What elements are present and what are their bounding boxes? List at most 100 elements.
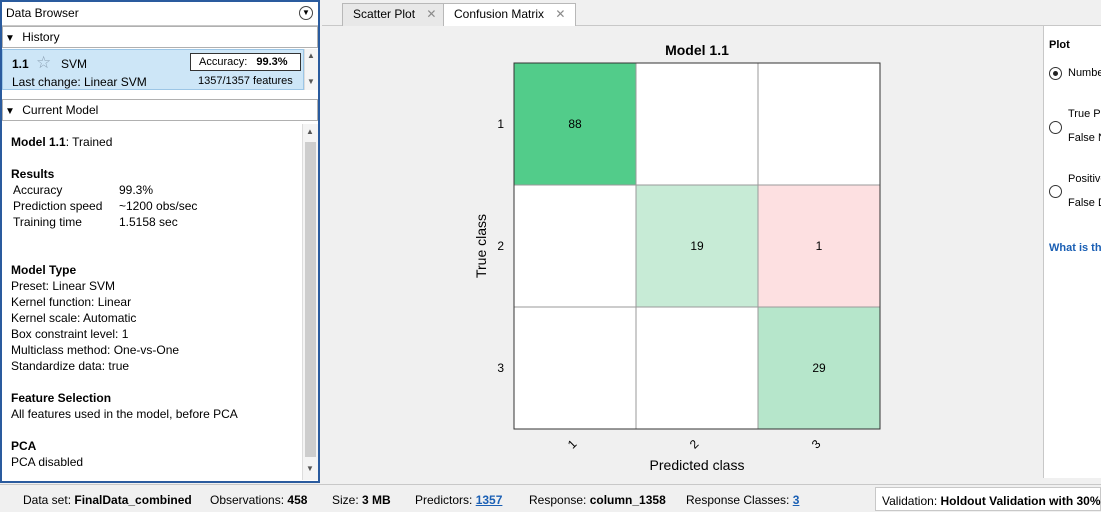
- scroll-up-icon[interactable]: ▲: [306, 127, 314, 136]
- last-change-label: Last change:: [12, 75, 81, 89]
- matrix-cell: [757, 184, 881, 308]
- scroll-down-icon[interactable]: ▼: [306, 464, 314, 473]
- y-axis-label: True class: [473, 214, 489, 278]
- matrix-cell: [513, 184, 637, 308]
- collapse-triangle-icon: ▼: [5, 33, 15, 44]
- close-tab-icon[interactable]: ✕: [555, 7, 566, 21]
- panel-menu-icon[interactable]: ▼: [299, 6, 313, 20]
- metric-label: Accuracy: [13, 183, 63, 197]
- history-entry-id: 1.1: [12, 57, 29, 71]
- status-response-classes: Response Classes: 3: [686, 493, 799, 507]
- chart-title: Model 1.1: [665, 42, 729, 58]
- data-browser-title-bar: Data Browser ▼: [2, 2, 318, 26]
- scrollbar-thumb[interactable]: [305, 142, 316, 457]
- status-label: Data set:: [23, 493, 72, 507]
- metric-value: ~1200 obs/sec: [119, 199, 198, 213]
- model-type-line: Multiclass method: One-vs-One: [11, 343, 180, 357]
- tab-confusion-matrix[interactable]: Confusion Matrix ✕: [443, 3, 577, 27]
- y-tick-label: 2: [497, 239, 504, 253]
- matrix-cell: [635, 62, 759, 186]
- features-count: 1357/1357 features: [198, 75, 293, 87]
- current-model-header[interactable]: ▼ Current Model: [2, 99, 318, 121]
- cell-value: 88: [568, 117, 582, 131]
- status-label: Observations:: [210, 493, 285, 507]
- model-type-line: Kernel function: Linear: [11, 295, 132, 309]
- feature-selection-heading: Feature Selection: [11, 391, 112, 405]
- x-axis-label: Predicted class: [650, 457, 745, 473]
- status-predictors: Predictors: 1357: [415, 493, 502, 507]
- status-value: Holdout Validation with 30%: [940, 494, 1101, 508]
- tab-scatter-plot[interactable]: Scatter Plot ✕: [342, 3, 448, 26]
- favorite-star-icon[interactable]: ☆: [36, 53, 52, 72]
- y-tick-label: 3: [497, 361, 504, 375]
- current-model-details: Model 1.1: Trained Results Accuracy 99.3…: [2, 124, 302, 480]
- status-label: Validation:: [882, 494, 938, 508]
- plot-options-panel: Plot Numbe True Po False N Positive Fals…: [1043, 26, 1101, 478]
- option-label-sub: False D: [1068, 197, 1101, 209]
- status-value: FinalData_combined: [74, 493, 192, 507]
- radio-true-positive-rates[interactable]: [1049, 121, 1062, 134]
- x-tick-label: 3: [809, 437, 824, 452]
- model-type-line: Standardize data: true: [11, 359, 130, 373]
- status-label: Size:: [332, 493, 359, 507]
- model-type-line: Preset: Linear SVM: [11, 279, 116, 293]
- matrix-cell: [635, 184, 759, 308]
- metric-row: Prediction speed ~1200 obs/sec: [11, 198, 302, 214]
- status-value: 3 MB: [362, 493, 391, 507]
- response-classes-link[interactable]: 3: [792, 493, 800, 507]
- x-tick-label: 1: [565, 437, 580, 452]
- predictors-link[interactable]: 1357: [475, 493, 503, 507]
- status-label: Predictors:: [415, 493, 473, 507]
- x-tick-label: 2: [687, 437, 702, 452]
- status-label: Response:: [529, 493, 587, 507]
- accuracy-value: 99.3%: [256, 56, 288, 68]
- tab-label: Scatter Plot: [353, 7, 416, 21]
- model-type-line: Box constraint level: 1: [11, 327, 129, 341]
- history-entry[interactable]: 1.1 ☆ SVM Last change: Linear SVM Accura…: [2, 49, 304, 90]
- radio-number-of-observations[interactable]: [1049, 67, 1062, 80]
- confusion-matrix-plot-area: 88 19 1 29 Model 1.1 1 2 3 1 2 3 Predicted class Tru…: [322, 26, 1042, 483]
- matrix-cell: [757, 62, 881, 186]
- metric-label: Prediction speed: [13, 199, 103, 213]
- model-status-line: Model 1.1: Trained: [11, 134, 302, 150]
- confusion-matrix-chart: 88 19 1 29 Model 1.1 1 2 3 1 2 3 Predicted class Tru…: [473, 42, 881, 473]
- status-response: Response: column_1358: [529, 493, 666, 507]
- help-link[interactable]: What is th: [1049, 242, 1101, 254]
- option-label: Numbe: [1068, 67, 1101, 79]
- feature-selection-text: All features used in the model, before P…: [11, 407, 238, 421]
- close-tab-icon[interactable]: ✕: [426, 7, 437, 21]
- metric-value: 1.5158 sec: [119, 215, 178, 229]
- data-browser-title: Data Browser: [6, 6, 79, 20]
- validation-box: Validation: Holdout Validation with 30%: [875, 487, 1101, 511]
- matrix-cell: [513, 306, 637, 430]
- accuracy-box: Accuracy: 99.3%: [190, 53, 301, 71]
- accuracy-label: Accuracy:: [199, 56, 248, 68]
- status-value: 458: [287, 493, 308, 507]
- history-scrollbar[interactable]: ▲ ▼: [304, 49, 318, 90]
- current-model-header-label: Current Model: [22, 103, 99, 117]
- matrix-frame: [513, 62, 881, 430]
- history-header[interactable]: ▼ History: [2, 26, 318, 48]
- tab-label: Confusion Matrix: [454, 7, 545, 21]
- cell-value: 29: [812, 361, 826, 375]
- status-dataset: Data set: FinalData_combined: [23, 493, 192, 507]
- scroll-up-icon[interactable]: ▲: [307, 51, 315, 60]
- current-model-scrollbar[interactable]: ▲ ▼: [302, 124, 318, 480]
- option-label: True Po: [1068, 108, 1101, 120]
- y-tick-label: 1: [497, 117, 504, 131]
- metric-label: Training time: [13, 215, 82, 229]
- cell-value: 1: [816, 239, 823, 253]
- model-type-heading: Model Type: [11, 263, 77, 277]
- metric-row: Training time 1.5158 sec: [11, 214, 302, 230]
- metric-row: Accuracy 99.3%: [11, 182, 302, 198]
- radio-positive-predictive-values[interactable]: [1049, 185, 1062, 198]
- option-label-sub: False N: [1068, 132, 1101, 144]
- pca-heading: PCA: [11, 439, 37, 453]
- cell-value: 19: [690, 239, 704, 253]
- plot-options-heading: Plot: [1049, 39, 1070, 51]
- results-heading: Results: [11, 167, 55, 181]
- matrix-cell: [757, 306, 881, 430]
- scroll-down-icon[interactable]: ▼: [307, 77, 315, 86]
- model-id: Model 1.1: [11, 135, 66, 149]
